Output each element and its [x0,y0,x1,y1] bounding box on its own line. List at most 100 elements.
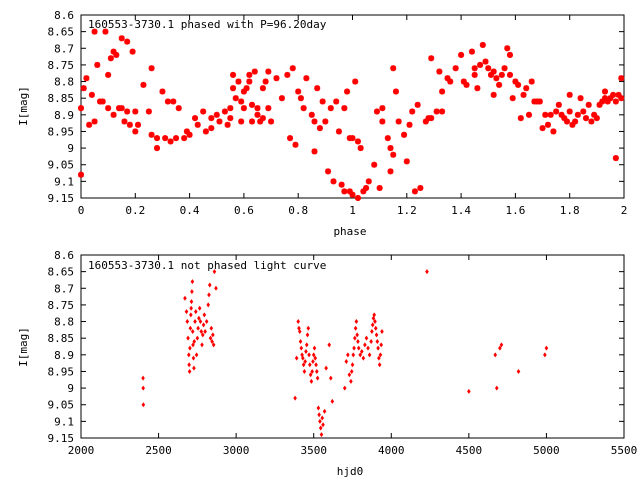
plot-frame [80,254,625,439]
data-point [372,312,377,318]
x-tick-label: 3000 [223,444,250,457]
data-point [481,57,490,66]
data-point [489,90,498,99]
data-point [239,104,248,113]
data-point [435,67,444,76]
data-point [196,325,200,331]
data-point [82,74,91,83]
data-point [293,395,297,401]
data-point [197,315,201,321]
data-point [451,64,460,73]
y-tick-label: 8.7 [54,282,74,295]
data-point [356,339,360,345]
y-tick-label: 9.05 [48,159,75,172]
data-point [201,127,210,136]
data-point [410,187,419,196]
data-point [315,124,324,133]
data-point [191,342,195,348]
y-tick-label: 8.95 [48,125,75,138]
data-point [318,418,322,424]
data-point [200,342,204,348]
data-point [356,345,361,351]
data-point [192,339,197,345]
data-point [207,114,216,123]
data-point [321,117,330,126]
data-point [462,80,471,89]
data-point [370,160,379,169]
axis-ticks: 2000 2500 3000 3500 4000 4500 5000 5500 8.6 8.65 8… [48,249,638,457]
data-point [494,385,499,391]
data-point [147,130,156,139]
data-point [101,27,110,36]
y-tick-label: 8.95 [48,365,75,378]
data-point [364,177,373,186]
data-point [153,134,162,143]
data-point [299,345,304,351]
data-point [207,292,211,298]
y-tick-label: 8.65 [48,266,75,279]
data-point [500,64,509,73]
data-point [347,372,352,378]
data-point [194,309,198,315]
data-point [316,405,321,411]
data-point [375,184,384,193]
data-point [317,412,321,418]
data-point [187,352,191,358]
data-point [223,120,232,129]
data-point [318,97,327,106]
data-point [579,107,588,116]
data-point [206,302,211,308]
data-point [226,104,235,113]
y-tick-label: 8.75 [48,59,75,72]
data-point [85,120,94,129]
data-point [197,305,202,311]
data-point [370,329,374,335]
data-point [153,144,162,153]
data-point [337,180,346,189]
data-point [307,110,316,119]
data-point [203,329,207,335]
data-point [473,84,482,93]
data-point [353,325,358,331]
y-tick-label: 9 [67,142,74,155]
data-point [438,87,447,96]
data-point [498,345,502,351]
data-point [307,352,311,358]
data-point [378,352,383,358]
data-point [478,40,487,49]
data-point [192,365,196,371]
data-point [329,177,338,186]
data-point [258,84,267,93]
data-point [379,342,384,348]
data-point [128,47,137,56]
data-point [98,97,107,106]
data-point [313,84,322,93]
data-point [400,130,409,139]
data-point [189,305,193,311]
data-point [200,332,205,338]
y-tick-label: 9.1 [54,415,74,428]
data-point [117,104,126,113]
data-point [172,134,181,143]
data-point [77,170,85,179]
data-point [344,358,349,364]
data-point [77,104,85,113]
y-tick-label: 8.75 [48,299,75,312]
data-point [297,329,302,335]
data-point [370,322,375,328]
data-point [253,104,262,113]
data-point [277,94,286,103]
data-point [492,74,501,83]
data-point [470,64,479,73]
data-point [364,335,369,341]
x-tick-label: 0.4 [180,204,200,217]
data-point [609,90,618,99]
data-point [375,339,380,345]
data-point [340,104,349,113]
data-point [253,110,262,119]
data-point [229,70,238,79]
x-tick-label: 4500 [456,444,483,457]
data-point [611,97,620,106]
data-point [554,100,563,109]
